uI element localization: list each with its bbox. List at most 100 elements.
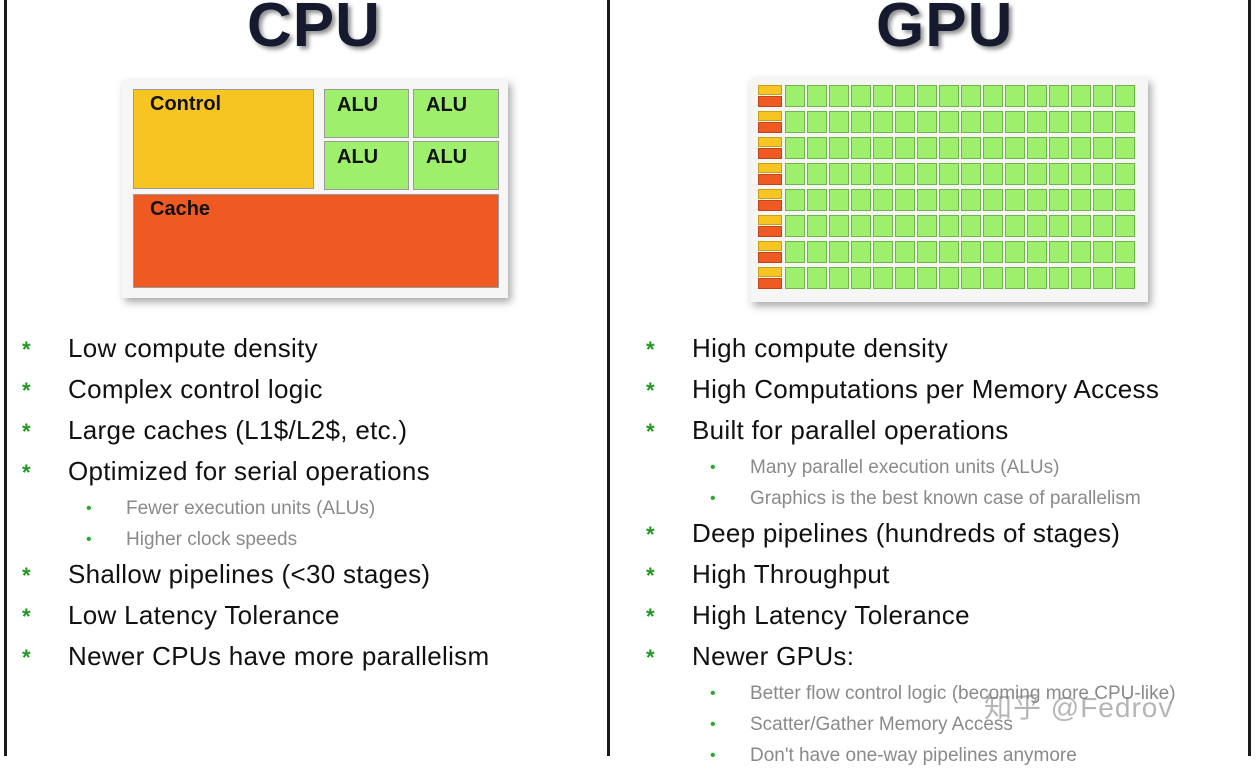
gpu-cache-unit [758,174,782,185]
gpu-alu-cell [939,137,959,159]
gpu-core-row [758,85,1139,107]
bullet-item: * High Throughput [646,559,1246,600]
dot-bullet-icon: • [86,531,92,548]
sub-bullet-item: • Fewer execution units (ALUs) [22,497,602,528]
star-bullet-icon: * [646,563,655,588]
gpu-alu-cell [1027,215,1047,237]
star-bullet-icon: * [22,645,31,670]
star-bullet-icon: * [646,419,655,444]
gpu-alu-cell [983,215,1003,237]
gpu-alu-cell [1093,241,1113,263]
gpu-alu-cell [1027,137,1047,159]
gpu-alu-cell [1093,215,1113,237]
gpu-alu-cell [939,189,959,211]
right-border [1248,0,1251,756]
gpu-alu-cell [895,215,915,237]
gpu-alu-cell [785,137,805,159]
bullet-item: * Large caches (L1$/L2$, etc.) [22,415,602,456]
star-bullet-icon: * [22,378,31,403]
sub-bullet-item: • Don't have one-way pipelines anymore [646,744,1246,775]
bullet-text: Built for parallel operations [692,415,1009,445]
gpu-cache-unit [758,252,782,263]
gpu-alu-cell [1027,163,1047,185]
gpu-alu-cell [1115,267,1135,289]
gpu-alu-cell [961,85,981,107]
bullet-text: High Computations per Memory Access [692,374,1160,404]
gpu-alu-cell [1049,163,1069,185]
control-block: Control [133,89,314,189]
gpu-alu-cell [807,241,827,263]
gpu-alu-cell [895,267,915,289]
gpu-alu-cell [1093,111,1113,133]
gpu-alu-cell [1115,215,1135,237]
bullet-text: Many parallel execution units (ALUs) [750,457,1060,478]
gpu-alu-cell [873,215,893,237]
bullet-text: Newer CPUs have more parallelism [68,641,490,671]
gpu-core-row [758,215,1139,237]
gpu-alu-cell [1071,241,1091,263]
bullet-item: * Built for parallel operations [646,415,1246,456]
alu-block: ALU [413,141,499,190]
cpu-title: CPU [247,0,381,60]
dot-bullet-icon: • [710,716,716,733]
gpu-alu-cell [939,85,959,107]
gpu-alu-cell [785,85,805,107]
bullet-item: * Newer CPUs have more parallelism [22,641,602,682]
gpu-alu-cell [1049,85,1069,107]
gpu-alu-cell [807,137,827,159]
gpu-alu-cell [785,163,805,185]
bullet-text: Scatter/Gather Memory Access [750,714,1013,735]
gpu-alu-cell [917,267,937,289]
gpu-alu-cell [873,137,893,159]
bullet-text: Better flow control logic (becoming more… [750,683,1176,704]
gpu-alu-cell [939,111,959,133]
gpu-alu-cell [895,241,915,263]
gpu-alu-cell [983,111,1003,133]
gpu-alu-cell [829,163,849,185]
gpu-alu-cell [961,267,981,289]
star-bullet-icon: * [22,563,31,588]
gpu-core-row [758,111,1139,133]
bullet-text: Graphics is the best known case of paral… [750,488,1141,509]
gpu-alu-cell [1115,85,1135,107]
star-bullet-icon: * [646,337,655,362]
bullet-text: Low Latency Tolerance [68,600,340,630]
gpu-alu-cell [1071,85,1091,107]
bullet-item: * Newer GPUs: [646,641,1246,682]
dot-bullet-icon: • [710,490,716,507]
bullet-text: Deep pipelines (hundreds of stages) [692,518,1121,548]
gpu-alu-cell [1005,85,1025,107]
gpu-alu-cell [785,241,805,263]
gpu-alu-cell [851,85,871,107]
gpu-cache-unit [758,148,782,159]
gpu-alu-cell [807,189,827,211]
gpu-alu-cell [1049,215,1069,237]
bullet-text: High compute density [692,333,949,363]
bullet-text: Complex control logic [68,374,323,404]
bullet-item: * Shallow pipelines (<30 stages) [22,559,602,600]
gpu-alu-cell [851,267,871,289]
gpu-alu-cell [1115,163,1135,185]
gpu-alu-cell [917,241,937,263]
gpu-alu-cell [917,189,937,211]
gpu-alu-cell [829,189,849,211]
gpu-alu-cell [1049,111,1069,133]
gpu-alu-cell [917,215,937,237]
alu-block: ALU [324,141,409,190]
gpu-alu-cell [983,241,1003,263]
bullet-text: High Latency Tolerance [692,600,970,630]
gpu-alu-cell [1005,241,1025,263]
gpu-alu-cell [829,111,849,133]
gpu-alu-cell [1093,85,1113,107]
gpu-alu-cell [1093,137,1113,159]
star-bullet-icon: * [646,522,655,547]
gpu-alu-cell [785,267,805,289]
gpu-alu-cell [1093,267,1113,289]
gpu-alu-cell [1093,189,1113,211]
star-bullet-icon: * [22,460,31,485]
sub-bullet-item: • Many parallel execution units (ALUs) [646,456,1246,487]
cache-block: Cache [133,194,499,288]
gpu-control-unit [758,189,782,199]
gpu-alu-cell [785,189,805,211]
gpu-alu-cell [829,241,849,263]
